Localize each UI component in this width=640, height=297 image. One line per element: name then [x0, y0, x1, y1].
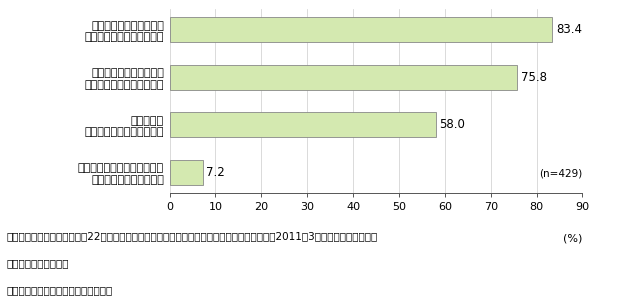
Text: 83.4: 83.4 — [556, 23, 582, 36]
Bar — [170, 112, 436, 137]
Bar — [170, 17, 552, 42]
Text: （注）「その他」は表示していない。: （注）「その他」は表示していない。 — [6, 285, 113, 295]
Text: 7.2: 7.2 — [206, 166, 225, 179]
Text: 58.0: 58.0 — [439, 118, 465, 131]
Text: (%): (%) — [563, 233, 582, 244]
Bar — [170, 65, 517, 90]
Text: 資料：中小企業庁委託「平成22年度個人保証制度及び事業再生に関する金融機関実態調査」（2011年3月、山田ビジネスコン: 資料：中小企業庁委託「平成22年度個人保証制度及び事業再生に関する金融機関実態調… — [6, 232, 378, 242]
Text: 75.8: 75.8 — [521, 71, 547, 84]
Text: (n=429): (n=429) — [539, 168, 582, 178]
Bar — [170, 160, 203, 185]
Text: サルティング（株））: サルティング（株）） — [6, 258, 69, 268]
